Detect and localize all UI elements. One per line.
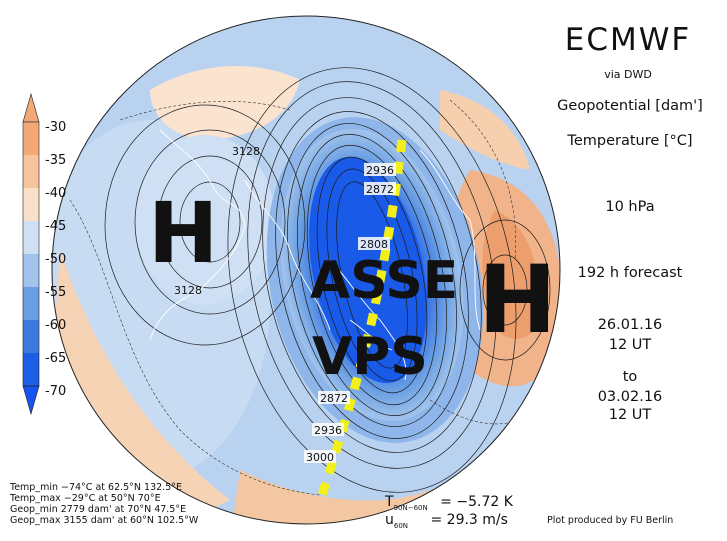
polar-temperature-index: T90N−60N = −5.72 K [385,494,513,512]
colorbar-tick: -30 [45,120,66,135]
colorbar-tick: -70 [45,384,66,399]
contour-label: 2872 [366,183,394,196]
field-temperature: Temperature [°C] [567,133,693,149]
colorbar-swatch [23,221,39,254]
model-title: ECMWF [564,22,692,58]
colorbar-swatch [23,320,39,353]
geop-max: Geop_max 3155 dam' at 60°N 102.5°W [10,515,199,526]
u-subscript: 60N [393,521,409,530]
forecast-hour: 192 h forecast [577,265,683,281]
data-source: via DWD [604,68,652,81]
extrema-stats: Temp_min −74°C at 62.5°N 132.5°E Temp_ma… [10,482,198,526]
u-value: = 29.3 m/s [430,512,508,528]
colorbar-tick: -40 [45,186,66,201]
t-value: = −5.72 K [440,494,513,510]
colorbar-tick: -55 [45,285,66,300]
colorbar-top-arrow [22,92,40,123]
zonal-wind-index: u60N = 29.3 m/s [385,512,508,530]
contour-label: 2936 [314,424,342,437]
temp-min: Temp_min −74°C at 62.5°N 132.5°E [10,482,182,493]
contour-labels: 3128 3128 2936 2872 2808 2872 2936 3000 [174,145,396,464]
colorbar-tick: -50 [45,252,66,267]
valid-time: 12 UT [608,407,652,423]
colorbar-swatch [23,155,39,188]
high-pressure-label-left: H [148,184,218,282]
colorbar: -30 -35 -40 -45 -50 -55 -60 -65 -70 [22,92,66,416]
contour-label: 3128 [174,284,202,297]
high-pressure-label-right: H [478,246,557,355]
contour-label: 2936 [366,164,394,177]
u-symbol: u [385,512,394,528]
colorbar-swatch [23,287,39,320]
geop-min: Geop_min 2779 dam' at 70°N 47.5°E [10,504,187,515]
contour-label: 2808 [360,238,388,251]
colorbar-swatch [23,353,39,386]
colorbar-swatch [23,254,39,287]
temp-max: Temp_max −29°C at 50°N 70°E [10,493,161,504]
colorbar-bottom-arrow [22,385,40,416]
coastlines [149,129,481,381]
vortex-axis-line [317,139,407,497]
contour-label: 3000 [306,451,334,464]
colorbar-tick: -60 [45,318,66,333]
valid-date: 03.02.16 [597,389,663,405]
colorbar-tick: -65 [45,351,66,366]
vortex-label-line1: ASSE [310,251,458,311]
geopotential-contours [104,67,551,493]
init-date: 26.01.16 [597,317,663,333]
colorbar-tick: -45 [45,219,66,234]
colorbar-tick: -35 [45,153,66,168]
pressure-level: 10 hPa [605,199,655,215]
field-geopotential: Geopotential [dam'] [557,98,703,114]
init-time: 12 UT [608,337,652,353]
credit-line: Plot produced by FU Berlin [547,515,674,526]
colorbar-swatch [23,188,39,221]
vortex-label-line2: VPS [312,327,428,387]
contour-label: 2872 [320,392,348,405]
t-symbol: T [385,494,394,510]
t-subscript: 90N−60N [393,503,428,512]
to-label: to [622,369,638,385]
colorbar-swatch [23,122,39,155]
contour-label: 3128 [232,145,260,158]
